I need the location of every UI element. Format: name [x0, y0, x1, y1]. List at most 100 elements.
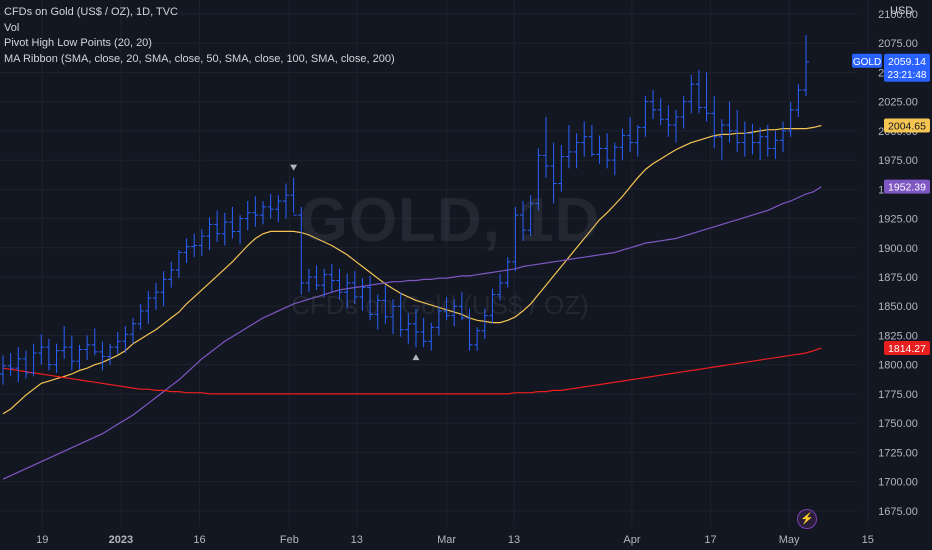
- ohlc-bar: [145, 291, 152, 324]
- ohlc-bar: [619, 128, 626, 161]
- ohlc-bar: [22, 350, 29, 379]
- lightning-icon[interactable]: ⚡: [797, 509, 817, 529]
- ohlc-bar: [711, 95, 718, 149]
- ohlc-bar: [198, 229, 205, 256]
- ohlc-bar: [734, 109, 741, 152]
- ohlc-bar: [718, 119, 725, 161]
- ohlc-bar: [61, 326, 68, 359]
- ma-ribbon: [2, 124, 822, 480]
- x-tick-label: 13: [508, 534, 520, 546]
- ohlc-bars: [0, 35, 809, 385]
- ohlc-bar: [130, 317, 137, 344]
- ohlc-bar: [795, 84, 802, 117]
- ohlc-bar: [665, 105, 672, 137]
- last-price-label: [884, 53, 930, 82]
- y-tick-label: 1775.00: [878, 389, 918, 401]
- ohlc-bar: [68, 335, 75, 371]
- ohlc-bar: [260, 201, 267, 225]
- ohlc-bar: [321, 268, 328, 297]
- ohlc-bar: [581, 121, 588, 157]
- y-tick-label: 1925.00: [878, 214, 918, 226]
- countdown-value: 23:21:48: [888, 70, 927, 81]
- ohlc-bar: [772, 130, 779, 159]
- ohlc-bar: [45, 338, 52, 371]
- ohlc-bar: [290, 177, 297, 216]
- ohlc-bar: [642, 95, 649, 137]
- ohlc-bar: [520, 201, 527, 241]
- ohlc-bar: [313, 265, 320, 290]
- x-tick-label: Feb: [280, 534, 299, 546]
- x-tick-label: 17: [704, 534, 716, 546]
- ohlc-bar: [474, 327, 481, 351]
- ohlc-bar: [122, 326, 129, 354]
- ohlc-bar: [764, 125, 771, 157]
- ohlc-bar: [672, 109, 679, 143]
- ohlc-bar: [435, 306, 442, 336]
- ohlc-bar: [703, 72, 710, 122]
- ohlc-bar: [680, 95, 687, 129]
- y-tick-label: 1875.00: [878, 272, 918, 284]
- x-tick-label: Mar: [437, 534, 456, 546]
- ma-line: [2, 347, 822, 395]
- ohlc-bar: [542, 116, 549, 178]
- ohlc-bar: [596, 135, 603, 164]
- ohlc-bar: [328, 264, 335, 293]
- ohlc-bar: [244, 201, 251, 231]
- ohlc-bar: [573, 133, 580, 169]
- watermark-symbol: GOLD, 1D: [299, 186, 601, 255]
- ohlc-bar: [558, 144, 565, 192]
- pivot-low-marker: [412, 354, 420, 361]
- y-tick-label: 1975.00: [878, 155, 918, 167]
- ohlc-bar: [512, 206, 519, 272]
- ohlc-bar: [84, 335, 91, 361]
- ohlc-bar: [91, 328, 98, 356]
- pivot-markers: [290, 164, 420, 361]
- symbol-tag: [852, 53, 882, 68]
- x-tick-label: 19: [36, 534, 48, 546]
- ohlc-bar: [336, 268, 343, 300]
- ohlc-bar: [214, 210, 221, 242]
- symbol-tag-text: GOLD: [853, 57, 881, 68]
- ma-price-label: [884, 341, 930, 356]
- ohlc-bar: [229, 206, 236, 239]
- legend-vol[interactable]: Vol: [4, 21, 20, 34]
- ohlc-bar: [382, 285, 389, 324]
- chart-legend[interactable]: CFDs on Gold (US$ / OZ), 1D, TVC Vol Piv…: [4, 5, 395, 67]
- ohlc-bar: [803, 35, 809, 96]
- y-tick-label: 1725.00: [878, 447, 918, 459]
- ohlc-bar: [221, 212, 228, 246]
- ohlc-bar: [15, 347, 22, 383]
- ohlc-bar: [588, 125, 595, 157]
- ohlc-bar: [397, 292, 404, 337]
- y-tick-label: 1700.00: [878, 477, 918, 489]
- legend-pivot[interactable]: Pivot High Low Points (20, 20): [4, 37, 152, 49]
- ohlc-bar: [527, 195, 534, 237]
- y-tick-label: 2025.00: [878, 97, 918, 109]
- legend-title[interactable]: CFDs on Gold (US$ / OZ), 1D, TVC: [4, 6, 179, 18]
- x-tick-label: May: [779, 534, 800, 546]
- x-tick-label: 2023: [109, 534, 133, 546]
- ohlc-bar: [114, 331, 121, 355]
- time-axis[interactable]: 19 2023 16 Feb 13 Mar 13 Apr 17 May 15: [36, 534, 874, 546]
- y-tick-label: 2100.00: [878, 9, 918, 21]
- ohlc-bar: [611, 142, 618, 176]
- ohlc-bar: [53, 343, 60, 373]
- ohlc-bar: [76, 344, 83, 370]
- ohlc-bar: [726, 101, 733, 143]
- ohlc-bar: [481, 308, 488, 339]
- ohlc-bar: [38, 334, 45, 365]
- ohlc-bar: [627, 116, 634, 152]
- price-axis[interactable]: 2100.002075.002050.002025.002000.001975.…: [878, 9, 918, 518]
- ohlc-bar: [650, 90, 657, 120]
- ohlc-bar: [168, 261, 175, 288]
- ohlc-bar: [390, 299, 397, 335]
- ohlc-bar: [451, 299, 458, 327]
- legend-ribbon[interactable]: MA Ribbon (SMA, close, 20, SMA, close, 5…: [4, 52, 395, 65]
- ohlc-bar: [405, 313, 412, 344]
- ohlc-bar: [741, 121, 748, 157]
- currency-label[interactable]: USD: [890, 5, 914, 17]
- ohlc-bar: [252, 196, 259, 227]
- ohlc-bar: [206, 217, 213, 251]
- ohlc-bar: [466, 308, 473, 351]
